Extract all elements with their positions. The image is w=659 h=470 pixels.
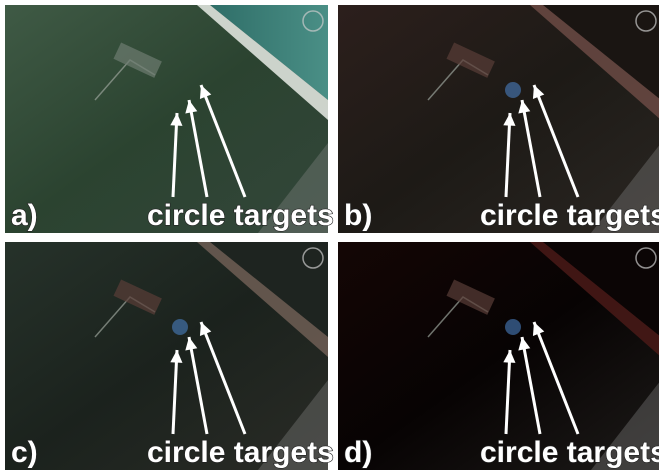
settlement bbox=[113, 279, 162, 315]
arrow-head bbox=[503, 350, 516, 363]
arrow-shaft bbox=[187, 336, 209, 435]
annotation: circle targets bbox=[480, 436, 659, 469]
panel-label: a) bbox=[11, 199, 38, 232]
beach bbox=[530, 5, 659, 119]
land-overlay bbox=[258, 380, 328, 470]
arrow-shaft bbox=[532, 84, 580, 198]
annotation: circle targets bbox=[480, 199, 659, 232]
land-overlay bbox=[258, 143, 328, 233]
settlement bbox=[446, 279, 495, 315]
arrow-head bbox=[199, 85, 212, 99]
target-glow bbox=[505, 319, 521, 335]
compass bbox=[635, 10, 657, 32]
arrow-head bbox=[518, 100, 531, 114]
arrow-shaft bbox=[171, 349, 179, 435]
land-overlay bbox=[591, 145, 659, 233]
panel: d) circle targets bbox=[338, 242, 659, 470]
annotation: circle targets bbox=[147, 436, 334, 469]
arrow-head bbox=[199, 322, 212, 336]
beach bbox=[530, 242, 659, 356]
arrow-head bbox=[185, 100, 198, 114]
panel-label: b) bbox=[344, 199, 372, 232]
arrow-shaft bbox=[199, 84, 247, 198]
beach bbox=[197, 5, 328, 120]
arrow-shaft bbox=[199, 321, 247, 435]
arrow-shaft bbox=[532, 321, 580, 435]
arrow-shaft bbox=[504, 112, 512, 198]
arrow-shaft bbox=[171, 112, 179, 198]
arrow-head bbox=[503, 113, 516, 126]
panel-label: d) bbox=[344, 436, 372, 469]
arrow-head bbox=[185, 337, 198, 351]
beach bbox=[197, 242, 328, 357]
panel: c) circle targets bbox=[5, 242, 334, 470]
arrow-head bbox=[518, 337, 531, 351]
compass bbox=[302, 247, 324, 269]
arrow-head bbox=[532, 85, 545, 99]
settlement bbox=[113, 42, 162, 78]
arrow-head bbox=[170, 350, 183, 363]
settlement bbox=[446, 42, 495, 78]
panel: a) circle targets bbox=[5, 5, 334, 233]
compass bbox=[635, 247, 657, 269]
panel-label: c) bbox=[11, 436, 38, 469]
target-glow bbox=[172, 319, 188, 335]
arrow-head bbox=[170, 113, 183, 126]
annotation: circle targets bbox=[147, 199, 334, 232]
panel: b) circle targets bbox=[338, 5, 659, 233]
compass bbox=[302, 10, 324, 32]
arrow-shaft bbox=[520, 99, 542, 198]
arrow-shaft bbox=[187, 99, 209, 198]
target-glow bbox=[505, 82, 521, 98]
arrow-shaft bbox=[504, 349, 512, 435]
arrow-shaft bbox=[520, 336, 542, 435]
arrow-head bbox=[532, 322, 545, 336]
